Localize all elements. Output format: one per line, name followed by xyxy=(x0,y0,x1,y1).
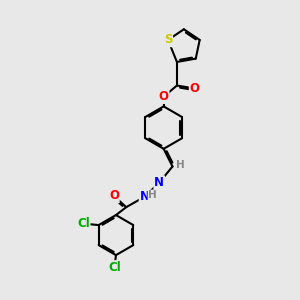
Text: Cl: Cl xyxy=(108,261,121,274)
Text: O: O xyxy=(109,189,119,203)
Text: N: N xyxy=(154,176,164,189)
Text: S: S xyxy=(164,34,172,46)
Text: N: N xyxy=(140,190,149,203)
Text: O: O xyxy=(190,82,200,95)
Text: Cl: Cl xyxy=(77,217,90,230)
Text: H: H xyxy=(176,160,185,170)
Text: O: O xyxy=(159,90,169,103)
Text: H: H xyxy=(148,190,157,200)
